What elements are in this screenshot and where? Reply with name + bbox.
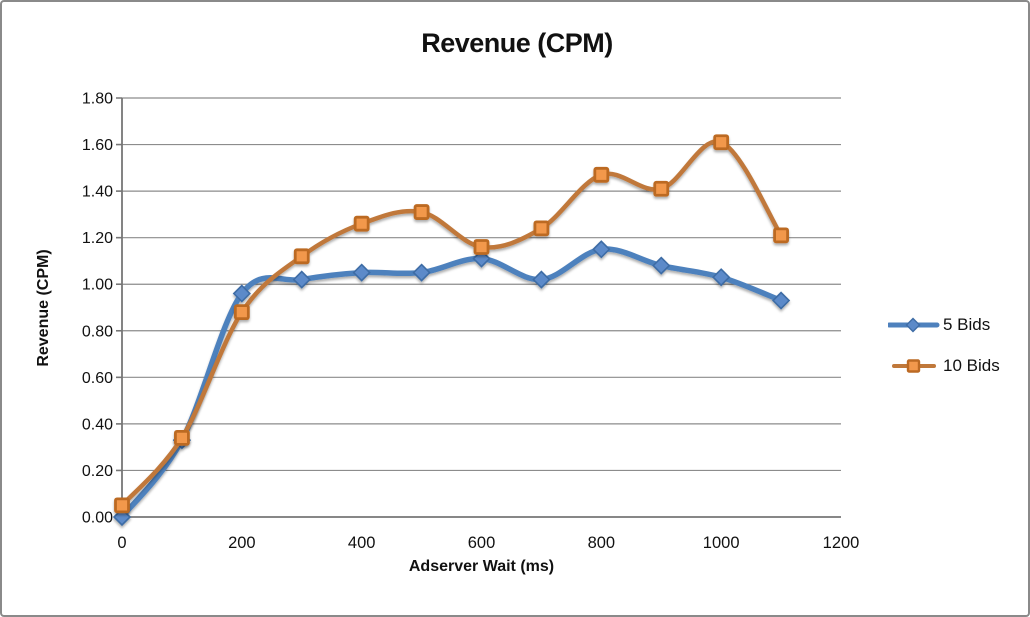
data-point-marker[interactable]: [413, 204, 430, 220]
y-tick-label: 1.60: [82, 137, 113, 154]
data-point-marker[interactable]: [412, 263, 431, 282]
y-tick-label: 0.40: [82, 416, 113, 433]
data-point-marker[interactable]: [533, 220, 550, 237]
legend-item-10-bids[interactable]: 10 Bids: [888, 345, 1000, 386]
legend-item-5-bids[interactable]: 5 Bids: [888, 304, 1000, 345]
data-point-marker[interactable]: [174, 429, 190, 446]
10-bids-line-marker-icon: [892, 358, 936, 373]
5-bids-line-marker-icon: [888, 317, 940, 332]
data-point-marker[interactable]: [473, 239, 490, 255]
y-tick-label: 1.80: [82, 91, 113, 108]
data-point-marker[interactable]: [114, 497, 130, 514]
series-line[interactable]: [119, 246, 784, 520]
y-tick-label: 1.40: [82, 184, 113, 201]
chart-title: Revenue (CPM): [421, 28, 613, 58]
gridlines: [122, 97, 841, 472]
x-tick-label: 600: [468, 534, 496, 552]
data-point-marker[interactable]: [292, 270, 311, 289]
data-point-marker[interactable]: [773, 227, 789, 244]
data-point-marker[interactable]: [712, 268, 731, 287]
y-axis-title: Revenue (CPM): [35, 249, 52, 367]
x-axis-title: Adserver Wait (ms): [408, 558, 555, 575]
y-tick-label: 1.20: [82, 230, 113, 247]
data-point-marker[interactable]: [713, 134, 730, 151]
data-point-marker[interactable]: [352, 263, 371, 282]
x-tick-label: 1000: [703, 534, 740, 552]
series-line[interactable]: [119, 139, 784, 508]
y-tick-label: 0.80: [82, 323, 113, 340]
x-tick-label: 200: [228, 534, 256, 552]
x-tick-label: 400: [348, 534, 376, 552]
y-tick-label: 1.00: [82, 277, 113, 294]
x-tick-label: 0: [117, 534, 126, 552]
data-point-marker[interactable]: [652, 256, 671, 275]
data-point-marker[interactable]: [771, 291, 791, 310]
y-tick-label: 0.60: [82, 370, 113, 387]
legend-label-10-bids: 10 Bids: [943, 355, 1000, 375]
y-axis-ticks: [116, 97, 122, 518]
y-tick-labels: 0.00 0.20 0.40 0.60 0.80 1.00 1.20 1.40 1.60 1.80: [82, 91, 113, 527]
data-point-marker[interactable]: [653, 180, 670, 197]
data-point-marker[interactable]: [593, 166, 610, 183]
y-tick-label: 0.00: [82, 510, 113, 527]
series-10-bids: [114, 134, 789, 514]
legend-label-5-bids: 5 Bids: [943, 314, 991, 334]
data-point-marker[interactable]: [532, 270, 551, 289]
data-point-marker[interactable]: [233, 304, 250, 321]
legend: 5 Bids 10 Bids: [888, 304, 1000, 386]
x-tick-labels: 0 200 400 600 800 1000 1200: [117, 534, 859, 552]
data-point-marker[interactable]: [293, 248, 310, 265]
x-tick-label: 800: [588, 534, 616, 552]
data-point-marker[interactable]: [232, 284, 251, 303]
y-tick-label: 0.20: [82, 463, 113, 480]
x-tick-label: 1200: [823, 534, 860, 552]
data-point-marker[interactable]: [592, 240, 611, 259]
data-point-marker[interactable]: [353, 215, 370, 232]
